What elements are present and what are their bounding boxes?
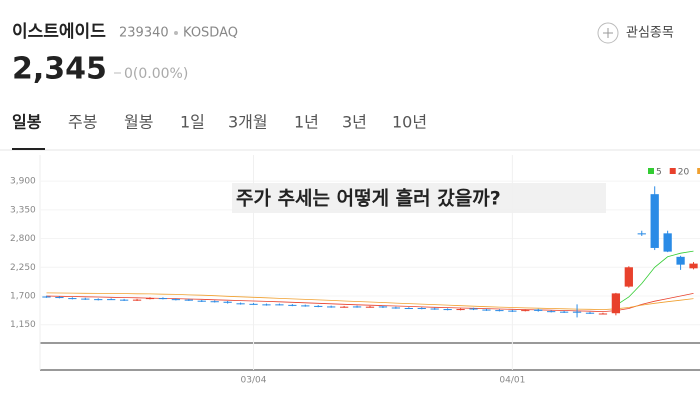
candle-body [42,296,51,298]
candle-body [314,305,323,307]
candle-body [210,301,219,303]
candle-body [119,299,129,301]
tab[interactable]: 10년 [392,113,427,132]
title-bg [232,183,606,213]
candle-body [391,307,401,309]
plus [603,28,613,38]
candle-body [508,310,517,312]
legend-label: 20 [678,168,690,178]
candle-body [262,304,271,306]
tabs: 일봉 주봉 월봉 1일 3개월 1년 3년 10년 [12,113,427,132]
legend-swatch [648,168,654,174]
candle-body [236,303,245,305]
dot [174,31,178,35]
y-tick-label: 2,800 [10,234,36,244]
tab[interactable]: 주봉 [68,113,97,132]
chart-title: 주가 추세는 어떻게 흘러 갔을까? [236,187,501,210]
tab[interactable]: 일봉 [12,113,42,132]
candle-body [145,298,155,300]
x-tick-label: 03/04 [241,376,267,386]
candle-body [572,311,582,313]
candle-body [495,310,504,312]
price-change: 0(0.00%) [124,66,188,82]
candle-body [365,306,375,308]
candle-body [301,305,310,307]
tab[interactable]: 1일 [180,113,205,132]
ma-line [46,292,694,311]
candle-body [676,256,685,265]
stock-code: 239340 [119,26,169,41]
legend-swatch [697,168,700,174]
candle-body [68,298,77,300]
candle-body [663,233,672,252]
candle-body [637,233,646,235]
ma-line [46,293,694,313]
candle-body [327,306,336,308]
current-price: 2,345 [12,52,107,87]
watchlist-button[interactable]: 관심종목 [626,26,674,41]
candle-body [249,303,258,305]
candle-body [689,263,698,269]
candle-body [197,300,206,302]
y-tick-label: 3,900 [10,177,36,187]
tab[interactable]: 3년 [342,113,367,132]
candle-body [417,308,426,310]
candle-body [55,297,64,299]
candle-body [171,299,181,301]
y-tick-label: 3,350 [10,205,36,215]
candle-body [547,311,556,313]
tab[interactable]: 3개월 [228,113,268,132]
candle-body [288,304,297,306]
add-icon[interactable] [597,22,619,44]
candle-body [378,306,388,308]
candle-body [534,309,543,311]
candle-body [94,299,103,301]
candle-body [611,293,621,314]
x-tick-label: 04/01 [499,376,525,386]
y-tick-label: 1,700 [10,292,36,302]
candle-body [469,308,478,310]
market: KOSDAQ [183,26,238,41]
candle-body [650,194,659,248]
stock-name: 이스트에이드 [12,22,106,42]
candle-body [585,312,595,314]
candle-body [624,267,633,287]
candle-body [107,299,116,301]
ma-line [615,250,694,306]
candle-body [559,311,569,313]
candle-body [404,308,413,310]
candle-body [482,309,491,311]
candle-body [352,306,362,308]
tab[interactable]: 1년 [294,113,319,132]
legend-swatch [669,168,676,174]
candle-body [430,308,439,310]
candle-body [158,298,168,300]
legend-label: 5 [656,168,662,178]
y-tick-label: 2,250 [10,263,36,273]
candle-body [223,301,232,303]
tab[interactable]: 월봉 [124,113,153,132]
y-tick-label: 1,150 [10,320,36,330]
candle-body [339,306,349,308]
candle-body [184,299,193,301]
candle-body [456,309,465,311]
candle-body [81,298,90,300]
candle-body [598,313,608,315]
candle-body [521,310,530,312]
candle-body [443,309,452,311]
candle-body [275,304,284,306]
chart: 1,150 1,700 2,250 2,800 3,350 3,900 03/04 04/01… [10,155,700,386]
candle-body [132,299,142,301]
